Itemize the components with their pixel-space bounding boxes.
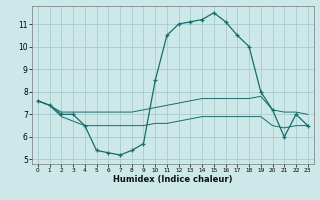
X-axis label: Humidex (Indice chaleur): Humidex (Indice chaleur) xyxy=(113,175,233,184)
